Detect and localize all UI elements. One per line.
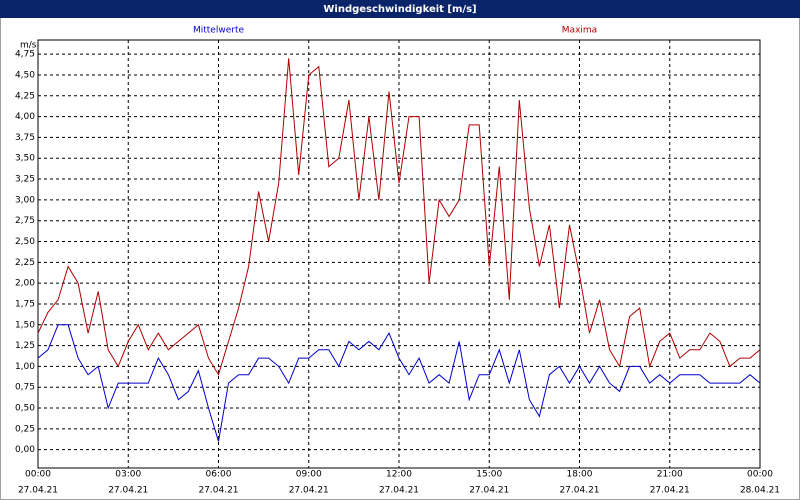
y-tick-label: 0,75 [15,383,35,393]
x-tick-label: 03:00 [115,470,141,480]
y-tick-label: 2,50 [15,237,35,247]
y-tick-label: 2,00 [15,279,35,289]
y-tick-label: 0,50 [15,404,35,414]
y-tick-label: 4,00 [15,112,35,122]
x-tick-label: 09:00 [296,470,322,480]
x-tick-label: 21:00 [657,470,683,480]
y-tick-label: 1,00 [15,362,35,372]
x-tick-label: 00:00 [747,470,773,480]
y-tick-label: 4,50 [15,70,35,80]
legend-entry: Mittelwerte [193,26,244,36]
plot-area [37,39,761,469]
x-tick-label: 00:00 [25,470,51,480]
y-tick-label: 1,75 [15,299,35,309]
y-tick-label: 2,75 [15,216,35,226]
chart-title: Windgeschwindigkeit [m/s] [323,4,476,15]
legend-entry: Maxima [562,26,597,36]
x-tick-label: 15:00 [476,470,502,480]
y-tick-label: 0,25 [15,424,35,434]
y-tick-label: 4,25 [15,91,35,101]
series-line [37,58,761,376]
x-tick-label: 06:00 [206,470,232,480]
y-tick-label: 2,25 [15,258,35,268]
y-tick-label: 1,50 [15,320,35,330]
x-tick-date: 27.04.21 [379,486,419,496]
x-tick-date: 27.04.21 [108,486,148,496]
x-tick-date: 27.04.21 [18,486,58,496]
series-line [37,324,761,442]
y-tick-label: 3,75 [15,133,35,143]
y-tick-label: 3,50 [15,154,35,164]
x-tick-date: 27.04.21 [469,486,509,496]
x-tick-date: 28.04.21 [740,486,780,496]
y-tick-label: 0,00 [15,445,35,455]
x-tick-date: 27.04.21 [289,486,329,496]
y-tick-label: 3,25 [15,175,35,185]
y-axis-label: m/s [20,41,37,51]
x-tick-label: 18:00 [567,470,593,480]
title-bar [0,0,800,18]
x-tick-date: 27.04.21 [559,486,599,496]
x-tick-date: 27.04.21 [198,486,238,496]
y-tick-label: 3,00 [15,195,35,205]
y-tick-label: 4,75 [15,50,35,60]
x-tick-date: 27.04.21 [650,486,690,496]
x-tick-label: 12:00 [386,470,412,480]
y-tick-label: 1,25 [15,341,35,351]
